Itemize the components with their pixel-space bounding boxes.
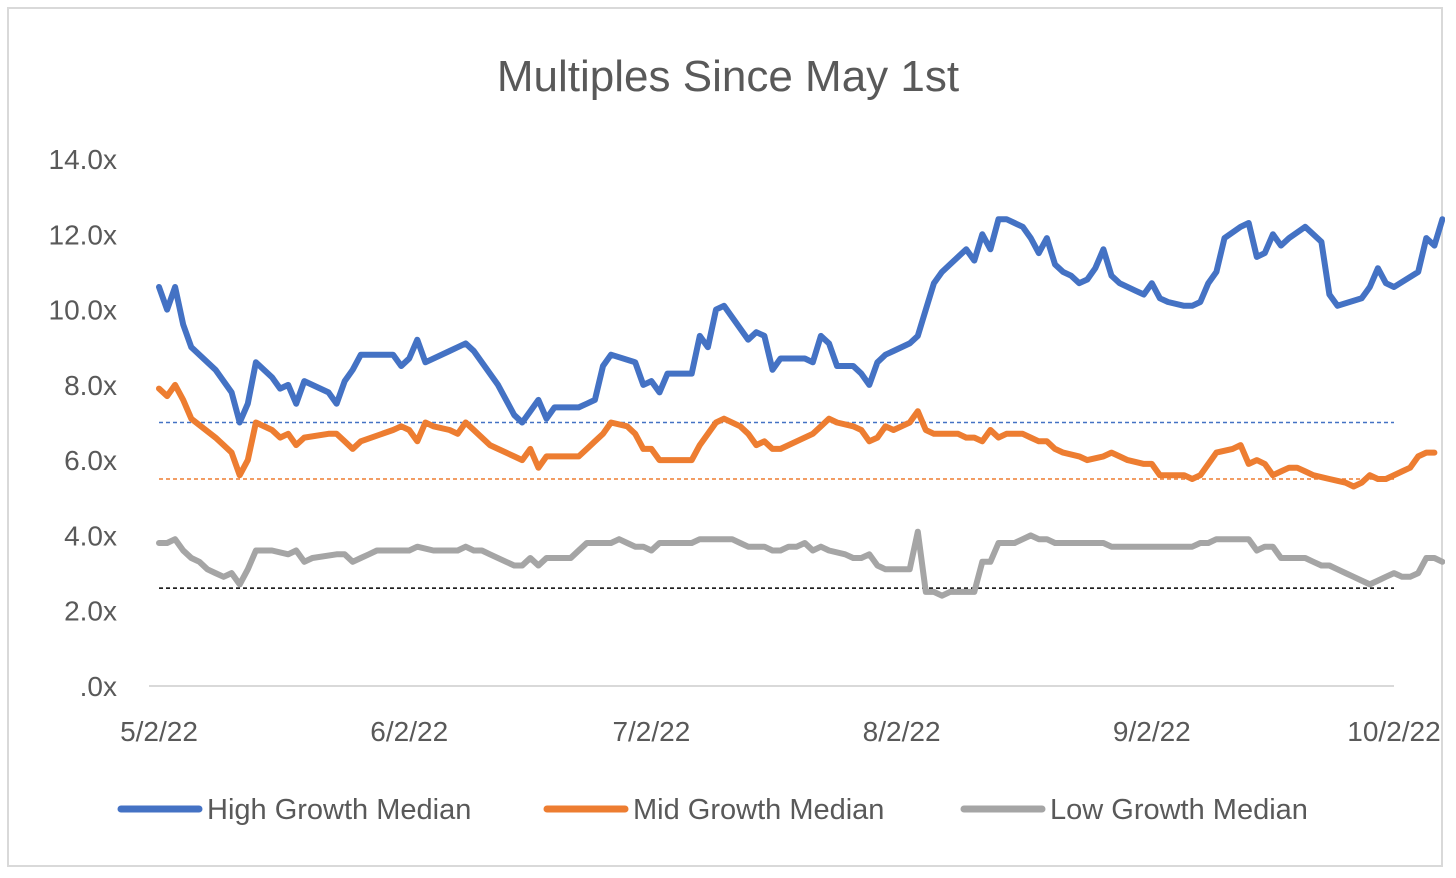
y-tick-label: 8.0x [64,370,117,401]
x-tick-label: 10/2/22 [1347,716,1440,747]
chart-container: Multiples Since May 1st .0x 2.0x 4.0x 6.0x 8… [7,7,1445,867]
x-tick-label: 6/2/22 [370,716,448,747]
x-tick-label: 9/2/22 [1113,716,1191,747]
x-tick-label: 7/2/22 [612,716,690,747]
y-tick-label: .0x [80,671,117,702]
x-tick-label: 8/2/22 [863,716,941,747]
series-line-low-growth [156,528,1445,599]
y-tick-label: 6.0x [64,445,117,476]
legend-item-low-growth[interactable]: Low Growth Median [960,794,1308,826]
series-line-high-growth [156,216,1445,426]
series-lines [156,216,1445,599]
series-line-mid-growth [156,381,1438,490]
y-tick-label: 2.0x [64,596,117,627]
chart-title: Multiples Since May 1st [497,52,959,101]
chart-canvas: Multiples Since May 1st .0x 2.0x 4.0x 6.0x 8… [49,52,1445,826]
legend-label-high-growth: High Growth Median [207,794,471,826]
legend: High Growth Median Mid Growth Median Low… [117,794,1308,826]
x-tick-label: 5/2/22 [120,716,198,747]
legend-item-high-growth[interactable]: High Growth Median [117,794,471,826]
y-tick-label: 4.0x [64,520,117,551]
x-axis-tick-labels: 5/2/22 6/2/22 7/2/22 8/2/22 9/2/22 10/2/22 [120,716,1441,747]
legend-label-mid-growth: Mid Growth Median [633,794,884,826]
y-axis-tick-labels: .0x 2.0x 4.0x 6.0x 8.0x 10.0x 12.0x 14.0x [49,144,118,702]
legend-item-mid-growth[interactable]: Mid Growth Median [543,794,884,826]
y-tick-label: 12.0x [49,219,118,250]
y-tick-label: 14.0x [49,144,118,175]
legend-label-low-growth: Low Growth Median [1050,794,1308,826]
y-tick-label: 10.0x [49,295,118,326]
